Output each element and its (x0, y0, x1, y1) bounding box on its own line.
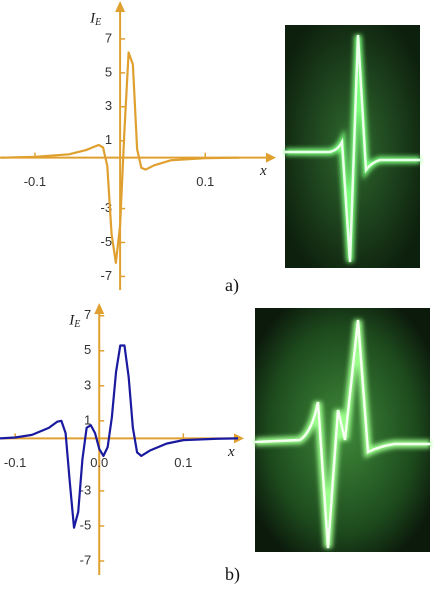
y-tick-label: -5 (101, 234, 113, 249)
caption: a) (225, 275, 239, 296)
oscilloscope-photo-a (285, 25, 420, 268)
x-axis-title: x (259, 163, 267, 179)
y-axis-title-subscript: E (94, 17, 101, 28)
x-axis-arrow (266, 152, 276, 163)
y-tick-label: 3 (105, 98, 112, 113)
x-tick-label: -0.1 (24, 174, 46, 189)
y-tick-label: 5 (105, 64, 112, 79)
y-tick-label: 7 (84, 307, 91, 322)
y-tick-label: 1 (105, 132, 112, 147)
y-tick-label: -3 (101, 200, 113, 215)
x-axis-arrow (234, 433, 244, 444)
x-tick-label: -0.1 (4, 455, 26, 470)
y-tick-label: -3 (80, 482, 92, 497)
data-line (0, 344, 239, 529)
x-tick-label: 0.1 (174, 455, 192, 470)
y-tick-label: 3 (84, 377, 91, 392)
y-tick-label: 7 (105, 30, 112, 45)
y-tick-label: -5 (80, 517, 92, 532)
y-tick-label: -7 (80, 552, 92, 567)
y-tick-label: 5 (84, 342, 91, 357)
y-axis-title-subscript: E (73, 319, 80, 330)
y-tick-label: 1 (84, 412, 91, 427)
oscilloscope-photo-b (254, 308, 430, 552)
y-axis-title: IE (89, 10, 101, 28)
y-axis-arrow (94, 303, 105, 314)
x-axis-title: x (227, 444, 235, 460)
x-tick-label: 0.1 (196, 174, 214, 189)
y-tick-label: -7 (101, 268, 113, 283)
x-tick-label: 0.0 (90, 455, 108, 470)
data-line (0, 51, 240, 264)
y-axis-title: IE (68, 312, 80, 330)
y-axis-arrow (115, 1, 126, 12)
caption: b) (225, 564, 240, 585)
